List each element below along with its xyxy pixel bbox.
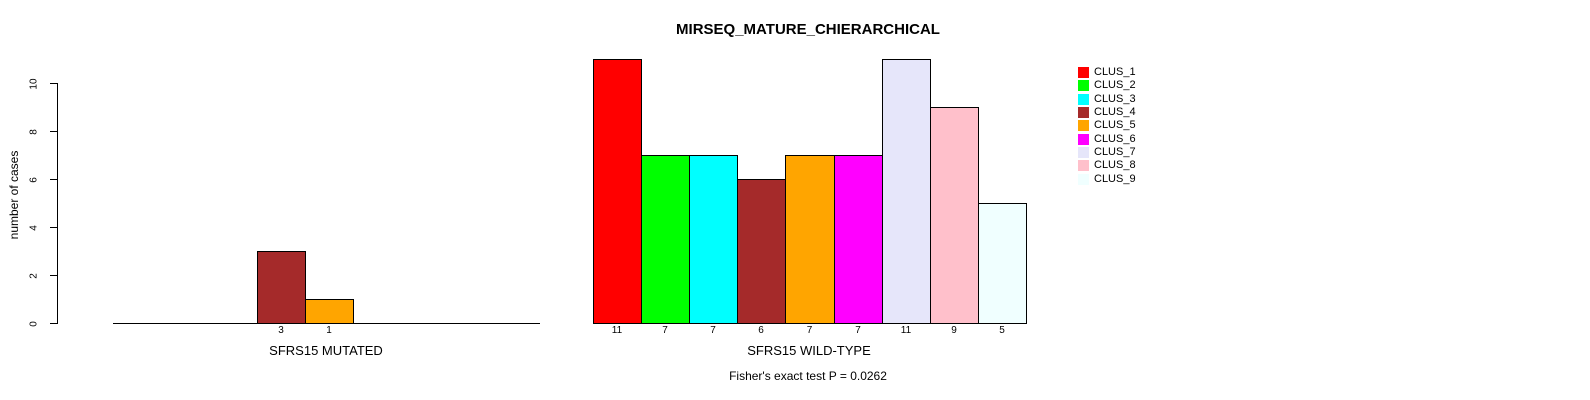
y-tick-label: 10 bbox=[28, 77, 40, 90]
legend-label: CLUS_6 bbox=[1094, 132, 1136, 145]
y-tick-mark bbox=[50, 227, 57, 228]
legend-item-CLUS_9: CLUS_9 bbox=[1078, 172, 1136, 185]
bar-value-label: 5 bbox=[999, 325, 1005, 336]
legend-label: CLUS_2 bbox=[1094, 79, 1136, 92]
legend-label: CLUS_3 bbox=[1094, 92, 1136, 105]
bar-value-label: 11 bbox=[611, 325, 623, 336]
legend-item-CLUS_4: CLUS_4 bbox=[1078, 106, 1136, 119]
y-tick-label: 4 bbox=[28, 224, 40, 231]
bar-CLUS_5 bbox=[785, 155, 835, 324]
legend-item-CLUS_5: CLUS_5 bbox=[1078, 119, 1136, 132]
bar-CLUS_4 bbox=[257, 251, 306, 324]
bar-CLUS_8 bbox=[930, 107, 979, 324]
legend-item-CLUS_8: CLUS_8 bbox=[1078, 159, 1136, 172]
y-tick-mark bbox=[50, 323, 57, 324]
bar-value-label: 3 bbox=[278, 325, 284, 336]
group-label-wildtype: SFRS15 WILD-TYPE bbox=[747, 343, 871, 358]
legend-swatch-icon bbox=[1078, 146, 1089, 158]
bar-CLUS_5 bbox=[305, 299, 354, 324]
y-tick-label: 6 bbox=[28, 176, 40, 183]
bar-value-label: 1 bbox=[326, 325, 332, 336]
group-label-mutated: SFRS15 MUTATED bbox=[269, 343, 383, 358]
legend: CLUS_1 CLUS_2 CLUS_3 CLUS_4 CLUS_5 CLUS_6 CLUS… bbox=[1078, 66, 1136, 186]
y-axis-line bbox=[57, 83, 58, 324]
bar-value-label: 6 bbox=[758, 325, 764, 336]
legend-swatch-icon bbox=[1078, 120, 1089, 132]
legend-swatch-icon bbox=[1078, 107, 1089, 119]
legend-item-CLUS_6: CLUS_6 bbox=[1078, 132, 1136, 145]
bar-CLUS_2 bbox=[641, 155, 690, 324]
y-tick-mark bbox=[50, 179, 57, 180]
legend-swatch-icon bbox=[1078, 133, 1089, 145]
y-tick-mark bbox=[50, 131, 57, 132]
legend-swatch-icon bbox=[1078, 80, 1089, 92]
legend-swatch-icon bbox=[1078, 67, 1089, 79]
legend-item-CLUS_3: CLUS_3 bbox=[1078, 93, 1136, 106]
y-tick-mark bbox=[50, 83, 57, 84]
bar-CLUS_3 bbox=[689, 155, 738, 324]
legend-swatch-icon bbox=[1078, 173, 1089, 185]
bar-value-label: 9 bbox=[951, 325, 957, 336]
chart-title: MIRSEQ_MATURE_CHIERARCHICAL bbox=[676, 21, 940, 38]
y-tick-label: 0 bbox=[28, 320, 40, 327]
bar-value-label: 11 bbox=[900, 325, 912, 336]
legend-item-CLUS_1: CLUS_1 bbox=[1078, 66, 1136, 79]
y-tick-label: 2 bbox=[28, 272, 40, 279]
legend-label: CLUS_4 bbox=[1094, 106, 1136, 119]
bar-CLUS_7 bbox=[882, 59, 931, 324]
legend-label: CLUS_1 bbox=[1094, 66, 1136, 79]
bar-CLUS_1 bbox=[593, 59, 642, 324]
legend-label: CLUS_5 bbox=[1094, 119, 1136, 132]
legend-label: CLUS_8 bbox=[1094, 159, 1136, 172]
bar-value-label: 7 bbox=[710, 325, 716, 336]
y-axis-label: number of cases bbox=[7, 150, 21, 240]
bar-value-label: 7 bbox=[855, 325, 861, 336]
legend-label: CLUS_9 bbox=[1094, 172, 1136, 185]
fisher-test-caption: Fisher's exact test P = 0.0262 bbox=[729, 369, 887, 383]
legend-item-CLUS_7: CLUS_7 bbox=[1078, 146, 1136, 159]
y-tick-label: 8 bbox=[28, 128, 40, 135]
bar-CLUS_4 bbox=[737, 179, 786, 324]
legend-swatch-icon bbox=[1078, 93, 1089, 105]
bar-value-label: 7 bbox=[662, 325, 668, 336]
bar-CLUS_9 bbox=[978, 203, 1027, 324]
bar-value-label: 7 bbox=[806, 325, 813, 336]
legend-label: CLUS_7 bbox=[1094, 145, 1136, 158]
legend-item-CLUS_2: CLUS_2 bbox=[1078, 79, 1136, 92]
legend-swatch-icon bbox=[1078, 160, 1089, 172]
bar-CLUS_6 bbox=[834, 155, 883, 324]
y-tick-mark bbox=[50, 275, 57, 276]
